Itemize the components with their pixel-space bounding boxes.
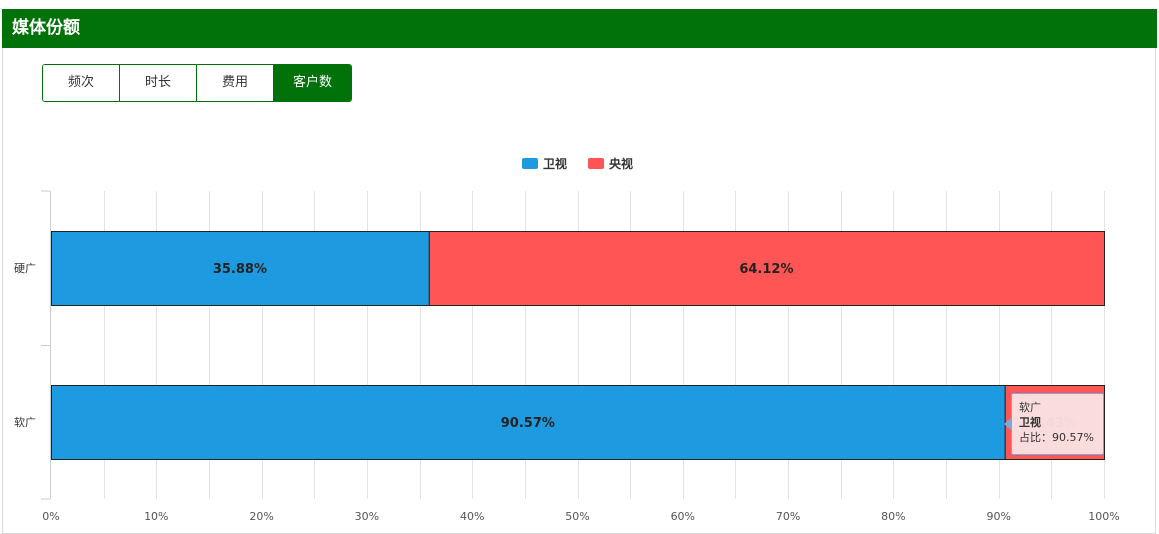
tooltip-arrow xyxy=(1004,418,1011,430)
bar-1-0 xyxy=(428,231,1105,306)
x-tick-label: 70% xyxy=(776,510,800,523)
x-tick-label: 50% xyxy=(565,510,589,523)
metric-tabs: 频次 时长 费用 客户数 xyxy=(42,64,352,102)
x-tick-label: 40% xyxy=(460,510,484,523)
tooltip-series: 卫视 xyxy=(1019,416,1041,429)
data-label: 90.57% xyxy=(501,416,555,431)
legend-label: 央视 xyxy=(609,156,633,171)
tab-frequency[interactable]: 频次 xyxy=(43,65,120,101)
tooltip-category: 软广 xyxy=(1019,401,1041,414)
x-tick-label: 20% xyxy=(249,510,273,523)
legend-label: 卫视 xyxy=(543,156,567,171)
x-tick-label: 80% xyxy=(881,510,905,523)
tooltip-value: 占比：90.57% xyxy=(1019,431,1094,444)
legend-swatch xyxy=(522,158,538,169)
legend-swatch xyxy=(588,158,604,169)
x-tick-label: 100% xyxy=(1088,510,1119,523)
bar-0-1 xyxy=(51,385,1006,460)
x-tick-label: 0% xyxy=(42,510,59,523)
tab-customer-count[interactable]: 客户数 xyxy=(274,65,351,101)
tab-cost[interactable]: 费用 xyxy=(197,65,274,101)
chart-tooltip: 软广 卫视 占比：90.57% xyxy=(1011,393,1104,455)
tab-duration[interactable]: 时长 xyxy=(120,65,197,101)
bar-0-0 xyxy=(51,231,430,306)
data-label: 35.88% xyxy=(213,262,267,277)
category-label: 硬广 xyxy=(14,262,36,275)
x-tick-label: 30% xyxy=(355,510,379,523)
x-tick-label: 90% xyxy=(986,510,1010,523)
x-tick-label: 10% xyxy=(144,510,168,523)
category-label: 软广 xyxy=(14,415,36,429)
panel-title: 媒体份额 xyxy=(2,9,1157,48)
data-label: 64.12% xyxy=(739,262,793,277)
x-tick-label: 60% xyxy=(671,510,695,523)
